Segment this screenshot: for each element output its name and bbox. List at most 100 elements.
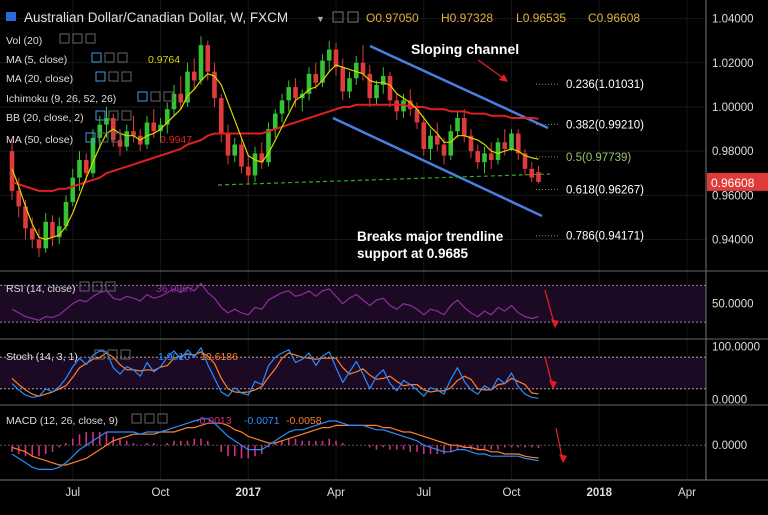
chevron-down-icon[interactable]: ▼ xyxy=(316,14,325,24)
stoch-d-value: 10.6186 xyxy=(200,351,238,363)
candle-body xyxy=(131,131,136,136)
macd-signal-line xyxy=(11,422,539,466)
stoch-label[interactable]: Stoch (14, 3, 1) xyxy=(6,351,78,363)
low-label: L xyxy=(516,11,523,25)
last-price-label: 0.96608 xyxy=(711,176,755,190)
candle-body xyxy=(29,228,35,240)
time-tick-label: Apr xyxy=(678,487,696,499)
symbol-title[interactable]: Australian Dollar/Canadian Dollar, W, FX… xyxy=(24,10,288,25)
time-tick-label: 2017 xyxy=(235,487,261,499)
candle-body xyxy=(144,122,150,145)
candle-body xyxy=(70,177,76,202)
candle-body xyxy=(448,131,454,156)
legend-control-icon xyxy=(131,413,142,424)
stoch-k-line xyxy=(11,347,539,399)
stoch-d-line xyxy=(11,351,539,397)
legend-control-icon xyxy=(94,349,105,360)
candle-body xyxy=(90,137,96,174)
legend-control-icon xyxy=(92,281,103,292)
macd-value: -0.0071 xyxy=(244,415,280,427)
rsi-value: 36.0967 xyxy=(156,283,194,295)
legend-control-icon xyxy=(59,33,70,44)
arrow-head-icon xyxy=(549,380,557,389)
candle-body xyxy=(218,98,224,134)
candle-body xyxy=(380,76,386,85)
legend-bb[interactable]: BB (20, close, 2) xyxy=(6,112,84,124)
candle-body xyxy=(407,100,413,110)
settings-icon[interactable] xyxy=(332,11,344,23)
candle-body xyxy=(164,109,170,125)
grid-lines xyxy=(0,0,706,480)
legend-control-icon xyxy=(95,71,106,82)
price-tick-label: 0.96000 xyxy=(712,190,754,202)
header: Australian Dollar/Canadian Dollar, W, FX… xyxy=(6,10,640,25)
candle-body xyxy=(320,60,325,83)
legend-ma5-value: 0.9764 xyxy=(148,54,180,66)
candle-body xyxy=(225,133,231,156)
legend-control-icon xyxy=(91,52,102,63)
price-tick-label: 0.94000 xyxy=(712,234,754,246)
legend-control-icon xyxy=(121,110,132,121)
support-trendline xyxy=(217,173,551,186)
candle-body xyxy=(178,93,184,103)
annotation-breaks-line-1: Breaks major trendline xyxy=(357,229,504,244)
open-label: O xyxy=(366,11,375,25)
fib-level-label: 0.382(0.99210) xyxy=(566,119,644,131)
legend-control-icon xyxy=(105,281,116,292)
candle-body xyxy=(333,49,339,68)
legend-control-icon xyxy=(95,110,106,121)
candle-body xyxy=(522,153,528,169)
fib-level-label: 0.236(1.01031) xyxy=(566,79,644,91)
collapse-icon[interactable] xyxy=(6,12,16,21)
candle-body xyxy=(185,71,190,103)
macd-label[interactable]: MACD (12, 26, close, 9) xyxy=(6,415,118,427)
candle-body xyxy=(259,153,265,163)
macd-line xyxy=(11,418,539,470)
candle-body xyxy=(529,168,535,178)
last-price-tag xyxy=(707,172,768,191)
candle-body xyxy=(97,124,103,138)
legend-ma50[interactable]: MA (50, close) xyxy=(6,134,73,146)
candle-body xyxy=(77,159,82,178)
legend-ma20[interactable]: MA (20, close) xyxy=(6,73,73,85)
high-label: H xyxy=(441,11,450,25)
rsi-band xyxy=(0,285,706,323)
candle-body xyxy=(502,142,508,149)
close-label: C xyxy=(588,11,597,25)
svg-text:C0.96608: C0.96608 xyxy=(588,11,640,25)
legend-ichimoku[interactable]: Ichimoku (9, 26, 52, 26) xyxy=(6,93,116,105)
legend-vol[interactable]: Vol (20) xyxy=(6,35,42,47)
candle-body xyxy=(117,140,123,147)
candle-body xyxy=(158,124,163,132)
rsi-label[interactable]: RSI (14, close) xyxy=(6,283,75,295)
candle-body xyxy=(367,73,373,99)
annotation-breaks-line-2: support at 0.9685 xyxy=(357,246,469,261)
candle-body xyxy=(245,166,251,176)
stoch-k-value: 1.9010 xyxy=(158,351,190,363)
legend-control-icon xyxy=(85,33,96,44)
legend-control-icon xyxy=(150,91,161,102)
legend-control-icon xyxy=(120,349,131,360)
candle-body xyxy=(239,144,244,167)
legend-control-icon xyxy=(157,413,168,424)
time-tick-label: Apr xyxy=(327,487,345,499)
candle-body xyxy=(56,226,62,238)
candle-body xyxy=(421,122,427,149)
candle-body xyxy=(205,45,211,72)
close-icon[interactable] xyxy=(347,11,359,23)
price-tick-label: 1.00000 xyxy=(712,102,754,114)
macd-signal-value: -0.0058 xyxy=(286,415,322,427)
time-tick-label: Oct xyxy=(152,487,171,499)
legend-control-icon xyxy=(163,91,174,102)
candle-body xyxy=(515,133,521,154)
candle-body xyxy=(232,144,238,156)
candle-body xyxy=(441,144,447,156)
price-tick-label: 1.02000 xyxy=(712,58,754,70)
legend-ma5[interactable]: MA (5, close) xyxy=(6,54,67,66)
candle-body xyxy=(286,87,292,101)
candle-body xyxy=(360,62,366,74)
arrow-head-icon xyxy=(551,319,559,328)
